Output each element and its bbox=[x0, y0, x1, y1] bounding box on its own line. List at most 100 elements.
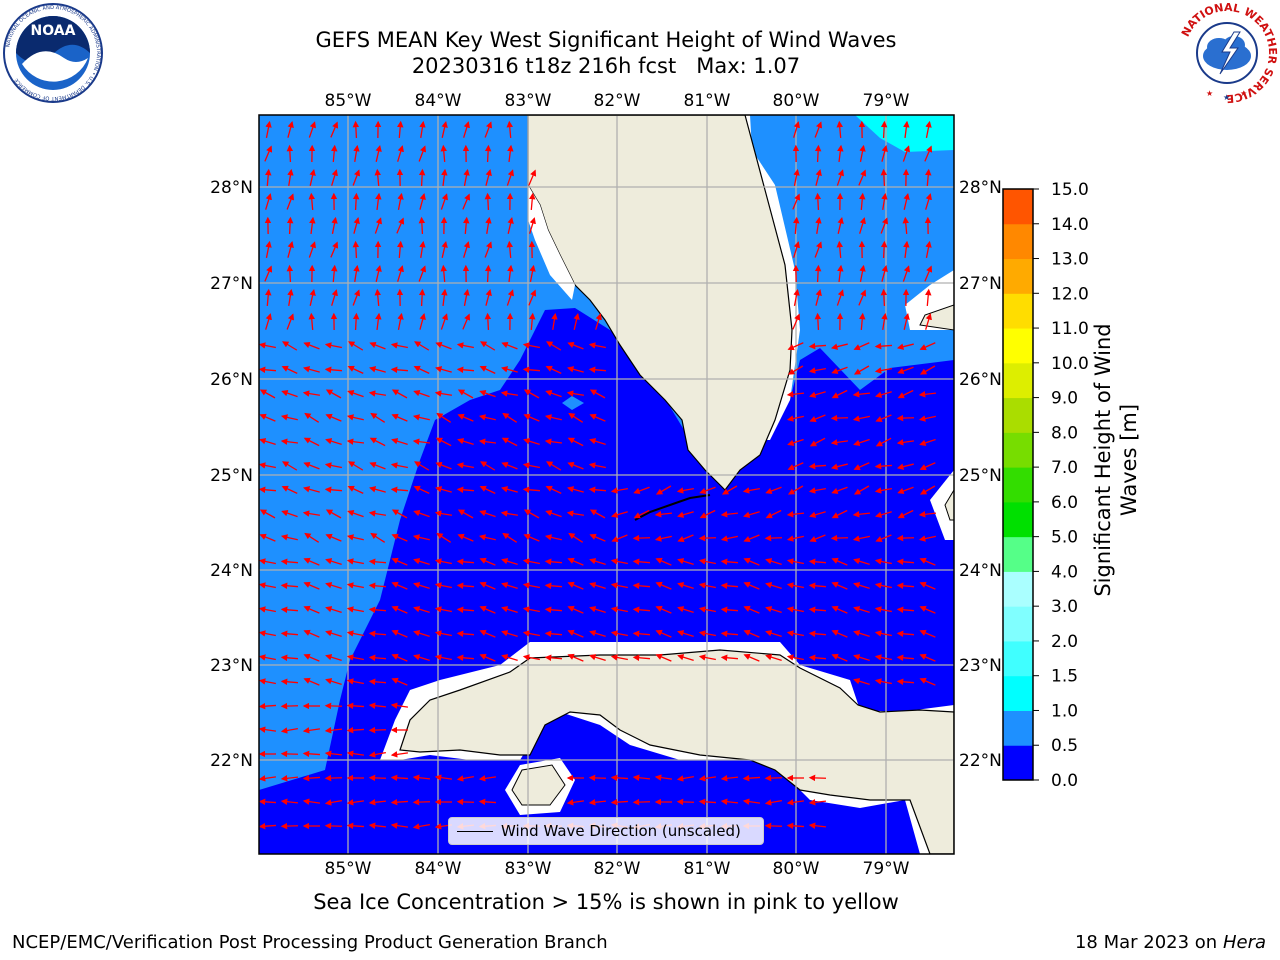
wave-direction-arrow bbox=[743, 581, 760, 590]
colorbar-segment bbox=[1003, 258, 1033, 294]
wave-direction-arrow bbox=[896, 414, 915, 422]
wave-direction-arrow bbox=[544, 438, 563, 445]
map-gridlines bbox=[259, 115, 954, 854]
colorbar-segment bbox=[1003, 745, 1033, 781]
wave-direction-arrow bbox=[720, 654, 739, 661]
wave-direction-arrow bbox=[786, 799, 805, 806]
colorbar-segment bbox=[1003, 571, 1033, 607]
wave-direction-arrow bbox=[280, 750, 299, 758]
cuba-land bbox=[399, 649, 954, 854]
wave-direction-arrow bbox=[330, 241, 339, 258]
wave-direction-arrow bbox=[655, 605, 672, 614]
wave-direction-arrow bbox=[418, 168, 426, 187]
wave-direction-arrow bbox=[501, 582, 518, 589]
wave-direction-arrow bbox=[529, 217, 536, 234]
wave-direction-arrow bbox=[303, 677, 320, 686]
wave-direction-arrow bbox=[919, 462, 936, 471]
wave-direction-arrow bbox=[814, 264, 822, 283]
wave-direction-arrow bbox=[368, 510, 387, 517]
wave-direction-arrow bbox=[280, 582, 299, 589]
colorbar-frame bbox=[1002, 188, 1034, 781]
wave-direction-arrow bbox=[463, 121, 470, 138]
wave-direction-arrow bbox=[544, 582, 563, 589]
wave-direction-arrow bbox=[831, 486, 848, 495]
wave-direction-arrow bbox=[353, 217, 360, 234]
wave-direction-arrow bbox=[348, 341, 364, 351]
wave-direction-arrow bbox=[874, 367, 892, 374]
wave-direction-arrow bbox=[435, 366, 452, 373]
wave-direction-arrow bbox=[698, 654, 716, 661]
wave-direction-arrow bbox=[374, 217, 382, 234]
wave-direction-arrow bbox=[567, 341, 584, 350]
wave-direction-arrow bbox=[346, 654, 364, 661]
wave-direction-arrow bbox=[390, 822, 409, 829]
wave-direction-arrow bbox=[875, 534, 892, 543]
wave-direction-arrow bbox=[434, 774, 453, 781]
lat-label-left: 25°N bbox=[210, 466, 253, 486]
wave-direction-arrow bbox=[566, 510, 585, 517]
florida-keys bbox=[634, 494, 711, 521]
wave-direction-arrow bbox=[507, 264, 514, 283]
wave-direction-arrow bbox=[544, 534, 562, 541]
wave-direction-arrow bbox=[655, 557, 672, 566]
wave-direction-arrow bbox=[506, 240, 513, 259]
wave-direction-arrow bbox=[484, 264, 492, 283]
isla-juventud-land bbox=[511, 764, 566, 806]
wave-direction-arrow bbox=[567, 557, 584, 566]
wave-direction-arrow bbox=[280, 678, 299, 685]
lon-label-bottom: 81°W bbox=[684, 859, 731, 879]
wave-direction-arrow bbox=[303, 629, 320, 638]
colorbar-segment bbox=[1003, 328, 1033, 364]
wave-direction-arrow bbox=[858, 169, 867, 186]
lon-label-top: 82°W bbox=[594, 91, 641, 111]
lat-label-left: 22°N bbox=[210, 751, 253, 771]
lat-label-left: 26°N bbox=[210, 370, 253, 390]
wave-direction-arrow bbox=[742, 487, 760, 494]
wave-direction-arrow bbox=[814, 312, 822, 331]
noaa-logo-text: NOAA bbox=[31, 23, 76, 39]
wave-direction-arrow bbox=[265, 240, 272, 258]
wave-direction-arrow bbox=[925, 240, 932, 258]
andros-land bbox=[944, 489, 954, 521]
wave-direction-arrow bbox=[479, 485, 496, 494]
wave-direction-arrow bbox=[522, 606, 540, 613]
wave-direction-arrow bbox=[830, 439, 849, 446]
wave-direction-arrow bbox=[456, 606, 475, 613]
wave-direction-arrow bbox=[413, 390, 430, 398]
wave-direction-arrow bbox=[874, 606, 892, 613]
wave-direction-arrow bbox=[522, 558, 540, 565]
wave-direction-arrow bbox=[418, 216, 426, 235]
wave-direction-arrow bbox=[259, 582, 276, 589]
wave-direction-arrow bbox=[436, 412, 452, 423]
small-water-patch bbox=[562, 396, 584, 410]
colorbar-label: Significant Height of Wind Waves [m] bbox=[1091, 323, 1141, 597]
wave-direction-arrow bbox=[919, 485, 936, 495]
wave-direction-arrow bbox=[485, 289, 492, 306]
wave-direction-arrow bbox=[369, 341, 386, 350]
wave-direction-arrow bbox=[786, 654, 804, 661]
wave-direction-arrow bbox=[286, 313, 295, 330]
wave-direction-arrow bbox=[814, 121, 823, 138]
wave-direction-arrow bbox=[347, 390, 364, 398]
wave-direction-arrow bbox=[787, 438, 804, 446]
wave-direction-arrow bbox=[457, 533, 474, 542]
wave-direction-arrow bbox=[655, 485, 672, 495]
wave-direction-arrow bbox=[925, 120, 932, 138]
wave-direction-arrow bbox=[588, 366, 607, 373]
lon-label-top: 85°W bbox=[325, 91, 372, 111]
wave-direction-arrow bbox=[456, 366, 475, 373]
wave-direction-arrow bbox=[814, 192, 822, 211]
wave-direction-arrow bbox=[413, 582, 430, 589]
wave-direction-arrow bbox=[259, 822, 277, 830]
wave-direction-arrow bbox=[677, 630, 694, 637]
wave-direction-arrow bbox=[918, 391, 937, 398]
wave-direction-arrow bbox=[324, 342, 342, 349]
wave-direction-arrow bbox=[808, 799, 827, 806]
wave-direction-arrow bbox=[501, 341, 518, 350]
wave-direction-arrow bbox=[259, 509, 276, 519]
wave-direction-arrow bbox=[859, 192, 866, 211]
wave-direction-arrow bbox=[308, 121, 316, 138]
wave-direction-arrow bbox=[331, 264, 338, 283]
wave-direction-arrow bbox=[919, 557, 936, 566]
wave-direction-arrow bbox=[925, 288, 932, 307]
